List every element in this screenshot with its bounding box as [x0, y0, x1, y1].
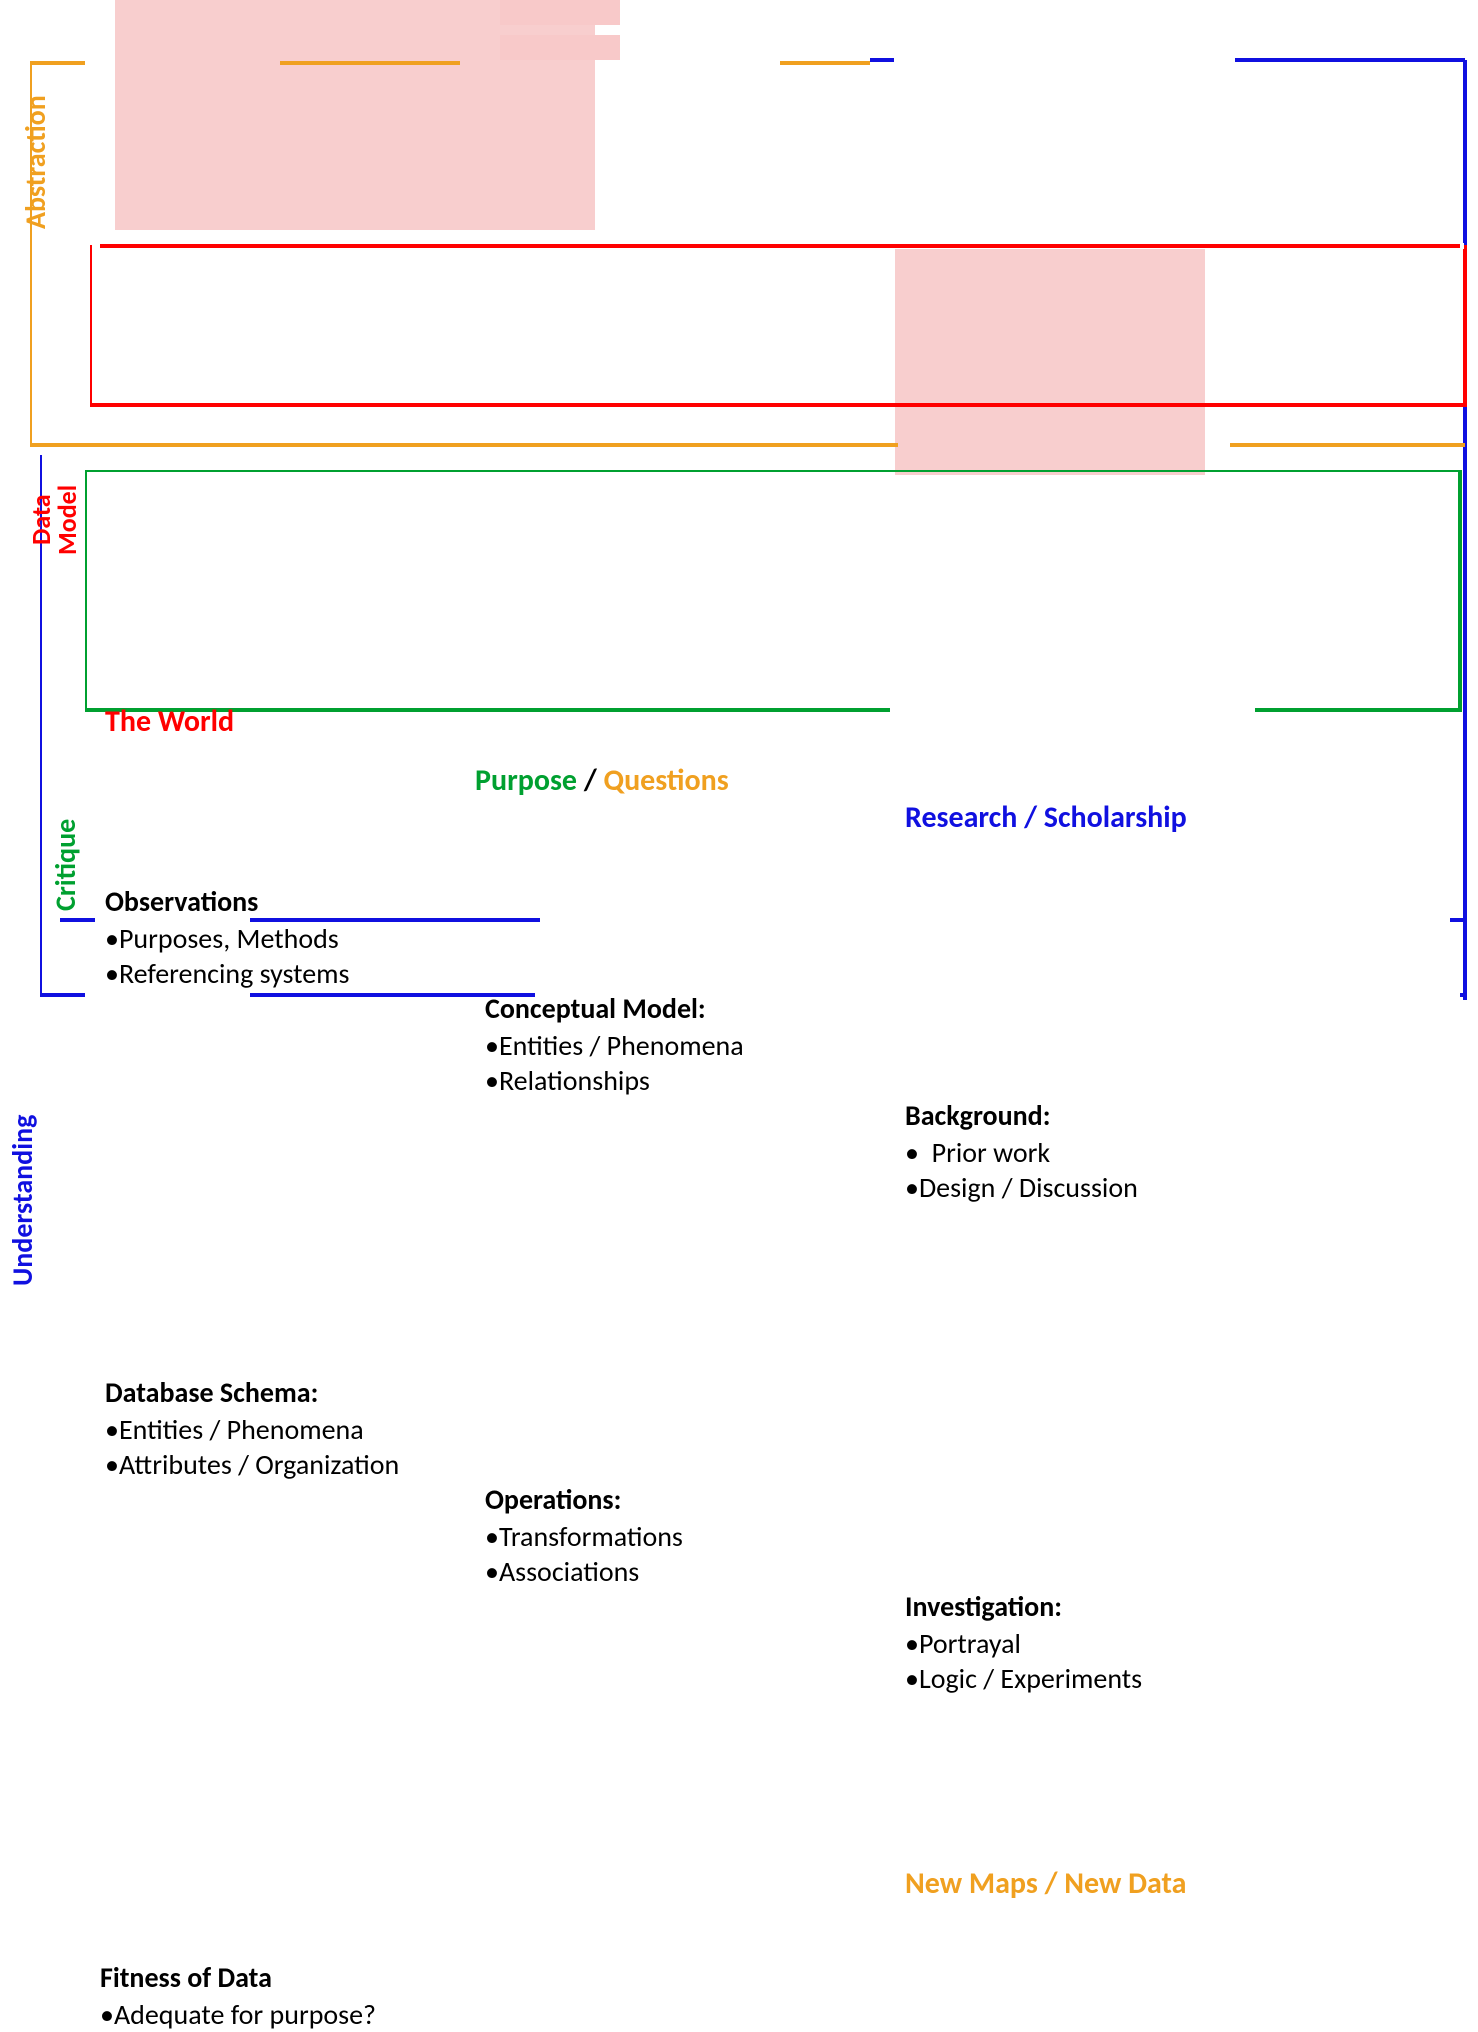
- block-observations: Observations •Purposes, Methods •Referen…: [105, 884, 1478, 991]
- observations-b1: •Purposes, Methods: [105, 921, 1478, 956]
- frame-green-critique: [85, 470, 1465, 715]
- frame-orange-right-side: [1460, 65, 1461, 66]
- bg-arrow-tail-bars: [500, 0, 670, 60]
- conceptual-title: Conceptual Model:: [485, 991, 1478, 1026]
- title-new-maps: New Maps / New Data: [905, 1865, 1478, 1902]
- questions-word: Questions: [604, 762, 729, 799]
- schema-b2: •Attributes / Organization: [105, 1447, 1478, 1482]
- block-background: Background: • Prior work •Design / Discu…: [905, 1098, 1478, 1205]
- block-operations: Operations: •Transformations •Associatio…: [485, 1482, 1478, 1589]
- bg-arrow-down: [895, 245, 1205, 475]
- investigation-b1: •Portrayal: [905, 1626, 1478, 1661]
- title-purpose-questions: Purpose / Questions: [475, 762, 1478, 799]
- title-the-world: The World: [105, 703, 1478, 740]
- background-b1: • Prior work: [905, 1135, 1478, 1170]
- block-conceptual: Conceptual Model: •Entities / Phenomena …: [485, 991, 1478, 1098]
- vlabel-data-model: Data Model: [28, 465, 80, 575]
- purpose-word: Purpose: [475, 762, 577, 799]
- fitness-data-b1: •Adequate for purpose?: [100, 1997, 1478, 2032]
- frame-red-datamodel: [90, 245, 1470, 410]
- vlabel-critique: Critique: [48, 795, 83, 935]
- operations-b1: •Transformations: [485, 1519, 1478, 1554]
- operations-title: Operations:: [485, 1482, 1478, 1517]
- vlabel-abstraction: Abstraction: [18, 70, 53, 255]
- frame-blue-right-side: [1460, 60, 1470, 1000]
- frame-blue-research: [870, 50, 1475, 70]
- block-fitness-data: Fitness of Data •Adequate for purpose? •…: [100, 1960, 1478, 2032]
- investigation-b2: •Logic / Experiments: [905, 1661, 1478, 1696]
- vlabel-understanding: Understanding: [5, 1075, 40, 1325]
- investigation-title: Investigation:: [905, 1589, 1478, 1624]
- frame-red-gap: [90, 243, 1470, 249]
- conceptual-b2: •Relationships: [485, 1063, 1478, 1098]
- schema-b1: •Entities / Phenomena: [105, 1412, 1478, 1447]
- observations-b2: •Referencing systems: [105, 956, 1478, 991]
- title-research: Research / Scholarship: [905, 799, 1478, 836]
- conceptual-b1: •Entities / Phenomena: [485, 1028, 1478, 1063]
- block-investigation: Investigation: •Portrayal •Logic / Exper…: [905, 1589, 1478, 1696]
- block-schema: Database Schema: •Entities / Phenomena •…: [105, 1375, 1478, 1482]
- schema-title: Database Schema:: [105, 1375, 1478, 1410]
- background-b2: •Design / Discussion: [905, 1170, 1478, 1205]
- purpose-sep: /: [577, 762, 603, 799]
- background-title: Background:: [905, 1098, 1478, 1133]
- fitness-data-title: Fitness of Data: [100, 1960, 1478, 1995]
- observations-title: Observations: [105, 884, 1478, 919]
- operations-b2: •Associations: [485, 1554, 1478, 1589]
